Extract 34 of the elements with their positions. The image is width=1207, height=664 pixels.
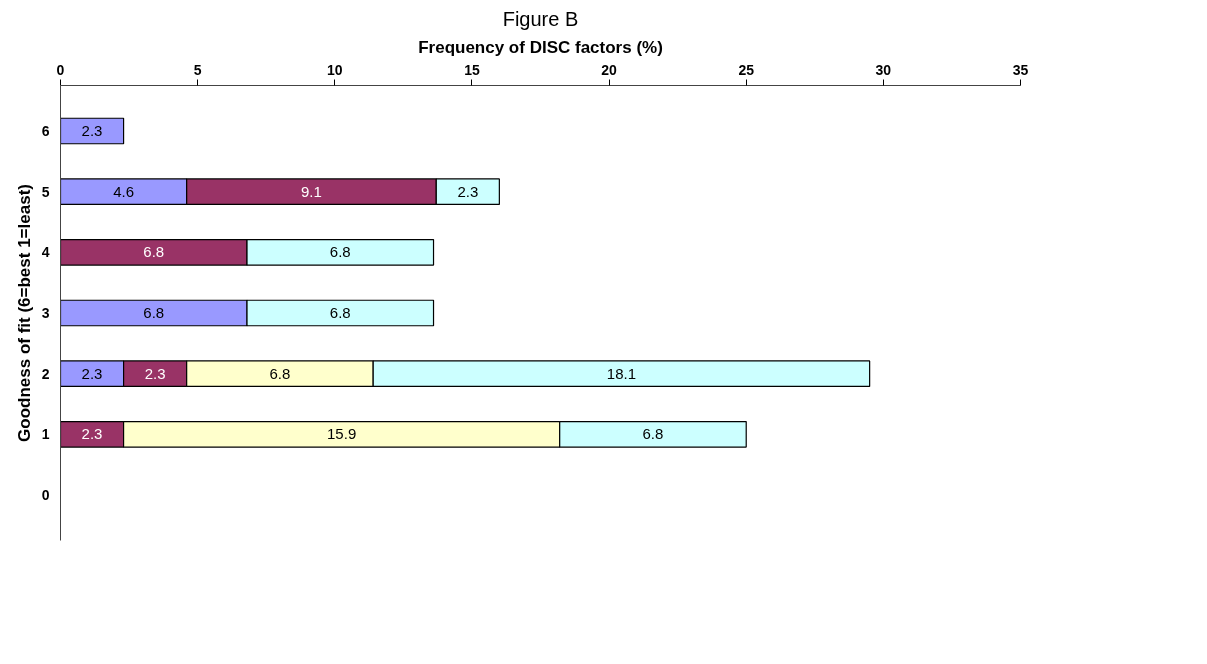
data-label: 2.3 [144, 364, 166, 382]
y-tick-label: 3 [41, 305, 50, 321]
data-label: 6.8 [642, 425, 664, 443]
data-label: 9.1 [301, 182, 322, 200]
x-tick-label: 10 [327, 61, 343, 78]
x-tick-label: 0 [56, 61, 65, 78]
y-tick-label: 0 [41, 487, 50, 503]
chart-title: Figure B [502, 7, 579, 30]
y-tick-label: 4 [41, 244, 50, 261]
data-label: 6.8 [143, 304, 165, 321]
data-label: 6.8 [143, 243, 165, 261]
y-tick-label: 6 [41, 123, 50, 139]
x-tick-label: 5 [193, 61, 202, 78]
x-tick-label: 30 [875, 61, 892, 78]
data-label: 2.3 [81, 364, 103, 382]
x-axis-title: Frequency of DISC factors (%) [418, 37, 663, 57]
data-label: 4.6 [113, 182, 135, 200]
x-tick-label: 20 [601, 61, 618, 78]
data-label: 6.8 [269, 364, 291, 382]
data-label: 6.8 [329, 243, 351, 261]
data-label: 2.3 [81, 122, 103, 139]
x-tick-label: 35 [1012, 61, 1029, 78]
data-label: 2.3 [457, 182, 479, 200]
bar [60, 117, 125, 145]
y-axis-title: Goodness of fit (6=best 1=least) [14, 184, 34, 442]
y-tick-label: 1 [41, 426, 50, 443]
data-label: 6.8 [329, 304, 351, 321]
data-label: 15.9 [327, 425, 357, 443]
x-tick-label: 25 [738, 61, 755, 78]
x-tick-label: 15 [464, 61, 480, 78]
data-label: 18.1 [606, 364, 637, 382]
y-tick-label: 5 [41, 183, 50, 200]
data-label: 2.3 [81, 425, 103, 443]
y-tick-label: 2 [41, 365, 50, 382]
